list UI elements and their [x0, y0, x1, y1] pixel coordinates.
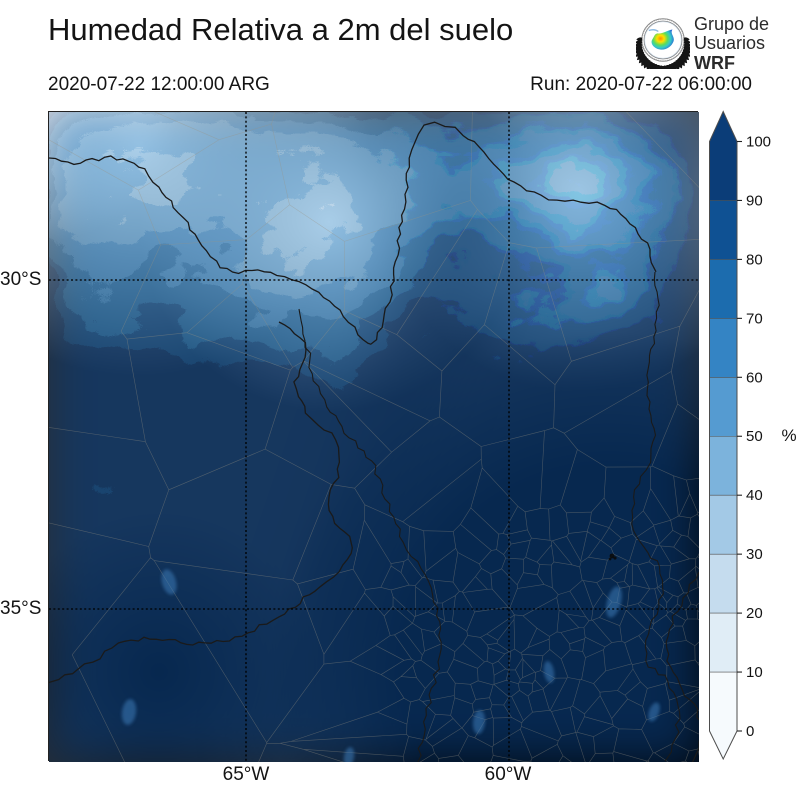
svg-text:40: 40 — [746, 487, 763, 504]
svg-text:20: 20 — [746, 605, 763, 622]
svg-text:70: 70 — [746, 310, 763, 327]
svg-text:%: % — [781, 426, 796, 445]
svg-text:30: 30 — [746, 546, 763, 563]
svg-text:90: 90 — [746, 193, 763, 210]
svg-text:50: 50 — [746, 428, 763, 445]
svg-text:0: 0 — [746, 723, 754, 740]
svg-text:60: 60 — [746, 369, 763, 386]
svg-text:10: 10 — [746, 664, 763, 681]
svg-text:80: 80 — [746, 251, 763, 268]
svg-text:100: 100 — [746, 134, 771, 151]
